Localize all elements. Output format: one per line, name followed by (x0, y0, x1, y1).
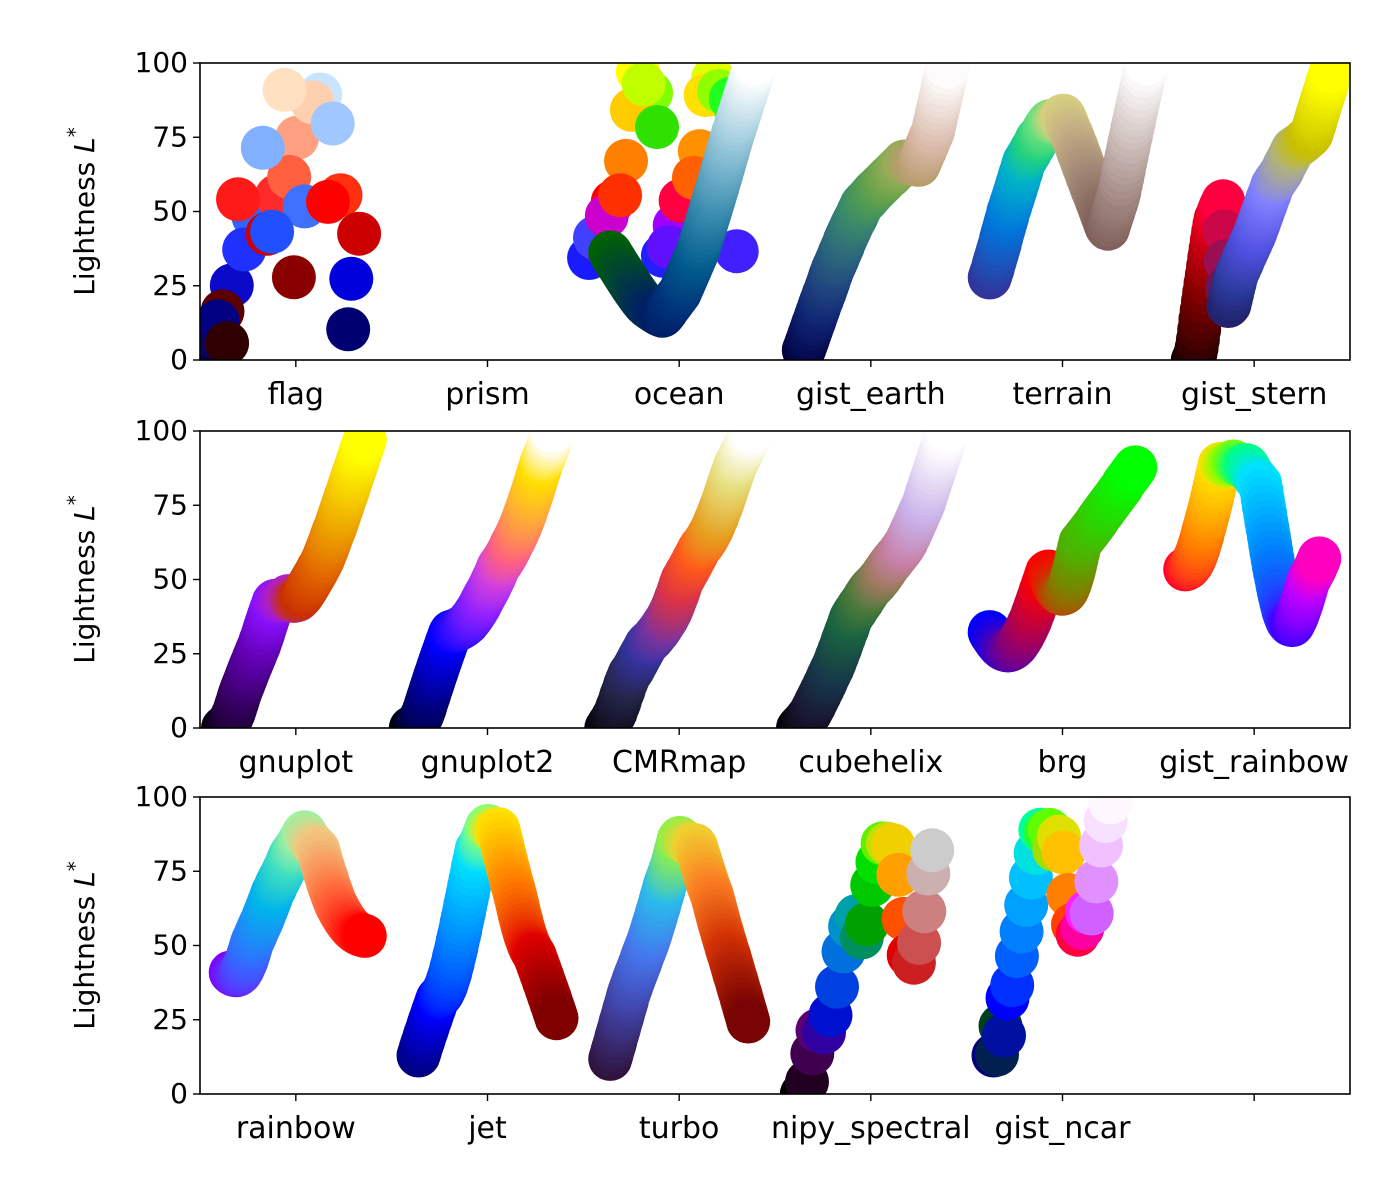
x-tick-label: turbo (639, 1111, 720, 1146)
data-point (1074, 859, 1119, 904)
colormap-gist-stern (1170, 63, 1350, 360)
data-point (604, 138, 648, 183)
y-tick-label: 100 (135, 414, 188, 447)
y-tick-label: 100 (135, 780, 188, 813)
colormap-rainbow (208, 810, 387, 998)
y-tick-label: 100 (135, 46, 188, 79)
y-tick-label: 50 (152, 195, 188, 228)
colormap-turbo (588, 815, 771, 1081)
x-tick-label: ocean (634, 377, 725, 412)
data-point (250, 209, 295, 254)
data-point (342, 913, 387, 958)
data-point (714, 229, 759, 274)
data-point (925, 431, 970, 453)
data-point (337, 211, 382, 256)
data-point (1088, 797, 1133, 825)
panel-3: 0 25 50 75 100 rainbow jet turbo nipy_spectral gi… (63, 780, 1351, 1146)
colormap-ocean (588, 63, 778, 338)
y-tick-label: 50 (152, 929, 188, 962)
colormap-brg (967, 445, 1158, 673)
data-point (1124, 63, 1169, 85)
colormap-terrain (967, 63, 1169, 300)
colormap-jet (396, 804, 579, 1078)
axes-frame (199, 62, 1351, 361)
x-tick-label: brg (1038, 745, 1088, 780)
data-point (329, 256, 374, 301)
x-tick-label: cubehelix (798, 745, 943, 780)
y-tick-label: 25 (152, 1003, 188, 1036)
panel-1: 0 25 50 75 100 flag prism ocean gist_earth terrai… (63, 46, 1351, 412)
data-point (982, 1013, 1026, 1058)
y-axis-label: Lightness L* (63, 861, 101, 1030)
data-point (1308, 63, 1350, 94)
data-point (815, 964, 859, 1009)
data-point (598, 173, 643, 218)
y-tick-label: 0 (170, 711, 188, 744)
data-point (534, 996, 579, 1041)
y-tick-label: 0 (170, 343, 188, 376)
data-point (205, 321, 250, 360)
y-tick-label: 75 (152, 854, 188, 887)
data-point (1297, 536, 1342, 581)
colormap-flag (200, 67, 382, 360)
y-tick-label: 50 (152, 563, 188, 596)
y-axis-label: Lightness L* (63, 495, 101, 664)
x-tick-label: gnuplot2 (421, 745, 555, 780)
colormap-cmrmap (584, 431, 774, 728)
y-tick-label: 75 (152, 488, 188, 521)
panel-1-marks (200, 63, 1350, 360)
data-point (271, 255, 316, 300)
colormap-cubehelix (776, 431, 970, 728)
y-axis-label: Lightness L* (63, 127, 101, 296)
data-point (1113, 445, 1158, 490)
y-tick-label: 0 (170, 1077, 188, 1110)
data-point (726, 999, 771, 1044)
data-point (530, 431, 575, 453)
data-point (635, 105, 679, 150)
colormap-gist-rainbow (1163, 439, 1342, 648)
data-point (310, 101, 355, 146)
panel-3-marks (208, 797, 1133, 1094)
x-tick-label: prism (445, 377, 530, 412)
x-tick-label: gnuplot (239, 745, 354, 780)
colormap-gist-ncar (971, 797, 1133, 1078)
data-point (275, 115, 319, 160)
data-point (262, 67, 307, 112)
x-tick-label: nipy_spectral (771, 1111, 971, 1146)
data-point (621, 63, 666, 107)
data-point (1041, 830, 1086, 875)
y-tick-label: 75 (152, 120, 188, 153)
data-point (730, 431, 774, 453)
y-tick-label: 25 (152, 269, 188, 302)
x-tick-label: gist_stern (1181, 377, 1327, 412)
x-tick-label: gist_ncar (995, 1111, 1132, 1146)
x-tick-label: terrain (1012, 377, 1112, 412)
x-tick-label: CMRmap (612, 745, 746, 780)
data-point (925, 63, 970, 89)
panel-2: 0 25 50 75 100 gnuplot gnuplot2 CMRmap cubehelix… (63, 414, 1351, 780)
colormap-gist-earth (781, 63, 970, 360)
data-point (845, 902, 889, 947)
data-point (216, 177, 260, 222)
data-point (733, 63, 778, 85)
data-point (240, 125, 285, 170)
x-tick-label: jet (467, 1111, 507, 1146)
x-tick-label: flag (268, 377, 324, 412)
data-point (326, 307, 371, 352)
data-point (342, 431, 387, 462)
data-point (910, 828, 955, 873)
panel-2-marks (201, 431, 1342, 728)
colormap-gnuplot2 (388, 431, 575, 728)
colormap-gnuplot (201, 431, 387, 728)
x-tick-label: gist_earth (796, 377, 946, 412)
data-point (902, 889, 947, 934)
data-point (306, 179, 350, 224)
colormap-nipy-spectral (779, 821, 955, 1094)
x-tick-label: gist_rainbow (1159, 745, 1349, 780)
y-tick-label: 25 (152, 637, 188, 670)
x-tick-label: rainbow (236, 1111, 356, 1146)
